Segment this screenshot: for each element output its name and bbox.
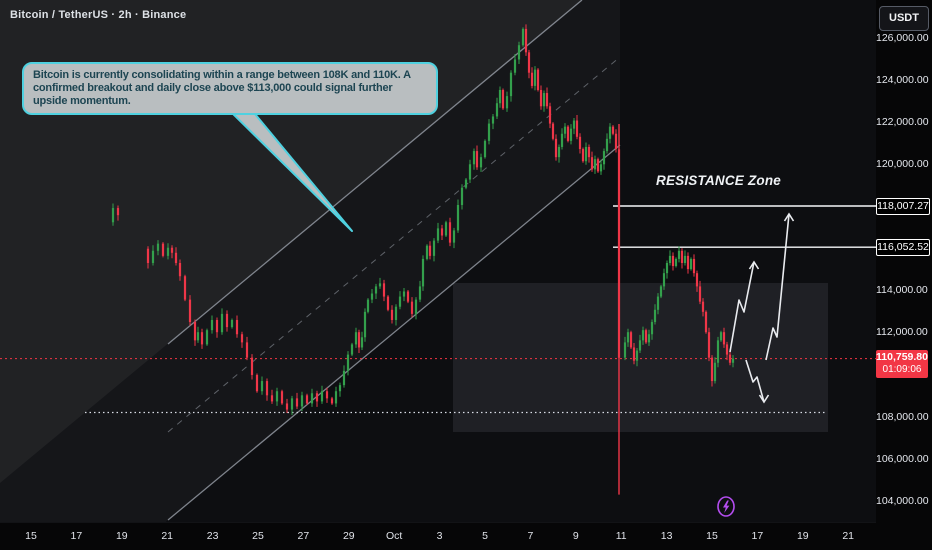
time-axis-label: 9 xyxy=(572,530,579,542)
currency-toggle-button[interactable]: USDT xyxy=(879,6,929,31)
current-price-badge: 110,759.80 01:09:06 xyxy=(876,349,928,378)
crash-candle xyxy=(617,124,621,495)
time-axis-label: 13 xyxy=(660,530,673,542)
candles xyxy=(111,24,735,416)
time-axis-label: 15 xyxy=(25,530,37,542)
time-axis-label: 19 xyxy=(115,530,128,542)
time-axis-label: 29 xyxy=(342,530,355,542)
time-axis-label: 5 xyxy=(482,530,488,542)
time-axis-label: 23 xyxy=(206,530,219,542)
time-axis-label: 17 xyxy=(751,530,764,542)
time-axis-label: 21 xyxy=(842,530,855,542)
price-axis-label: 114,000.00 xyxy=(876,284,928,297)
time-axis-label: 25 xyxy=(252,530,264,542)
symbol-title: Bitcoin / TetherUS · 2h · Binance xyxy=(10,9,187,21)
time-axis-label: 19 xyxy=(796,530,809,542)
time-axis[interactable] xyxy=(0,522,876,550)
time-axis-label: Oct xyxy=(386,530,403,542)
price-axis-label: 124,000.00 xyxy=(876,73,929,86)
price-axis-label: 126,000.00 xyxy=(876,31,929,44)
resistance-price-label-1: 118,007.27 xyxy=(876,197,930,215)
time-axis-label: 27 xyxy=(297,530,310,542)
time-axis-label: 17 xyxy=(70,530,83,542)
candle-countdown: 01:09:06 xyxy=(882,363,922,375)
current-price-value: 110,759.80 xyxy=(876,350,928,363)
time-axis-label: 7 xyxy=(527,530,534,542)
projection-arrows xyxy=(729,212,795,404)
consolidation-box xyxy=(453,283,828,432)
price-axis[interactable] xyxy=(876,0,932,550)
price-axis-label: 106,000.00 xyxy=(876,452,929,465)
time-axis-label: 3 xyxy=(436,530,443,542)
callout-annotation[interactable]: Bitcoin is currently consolidating withi… xyxy=(22,62,438,115)
price-axis-label: 104,000.00 xyxy=(876,494,929,507)
price-axis-label: 120,000.00 xyxy=(876,158,929,171)
resistance-zone-label: RESISTANCE Zone xyxy=(656,173,782,188)
price-axis-label: 108,000.00 xyxy=(876,410,929,423)
resistance-price-label-2: 116,052.52 xyxy=(876,238,930,256)
time-axis-label: 21 xyxy=(161,530,174,542)
time-axis-label: 11 xyxy=(615,530,627,542)
lightning-icon[interactable] xyxy=(716,495,736,518)
price-axis-label: 122,000.00 xyxy=(876,115,929,128)
trend-channel xyxy=(167,0,621,521)
time-axis-label: 15 xyxy=(706,530,718,542)
price-axis-label: 112,000.00 xyxy=(876,326,928,339)
